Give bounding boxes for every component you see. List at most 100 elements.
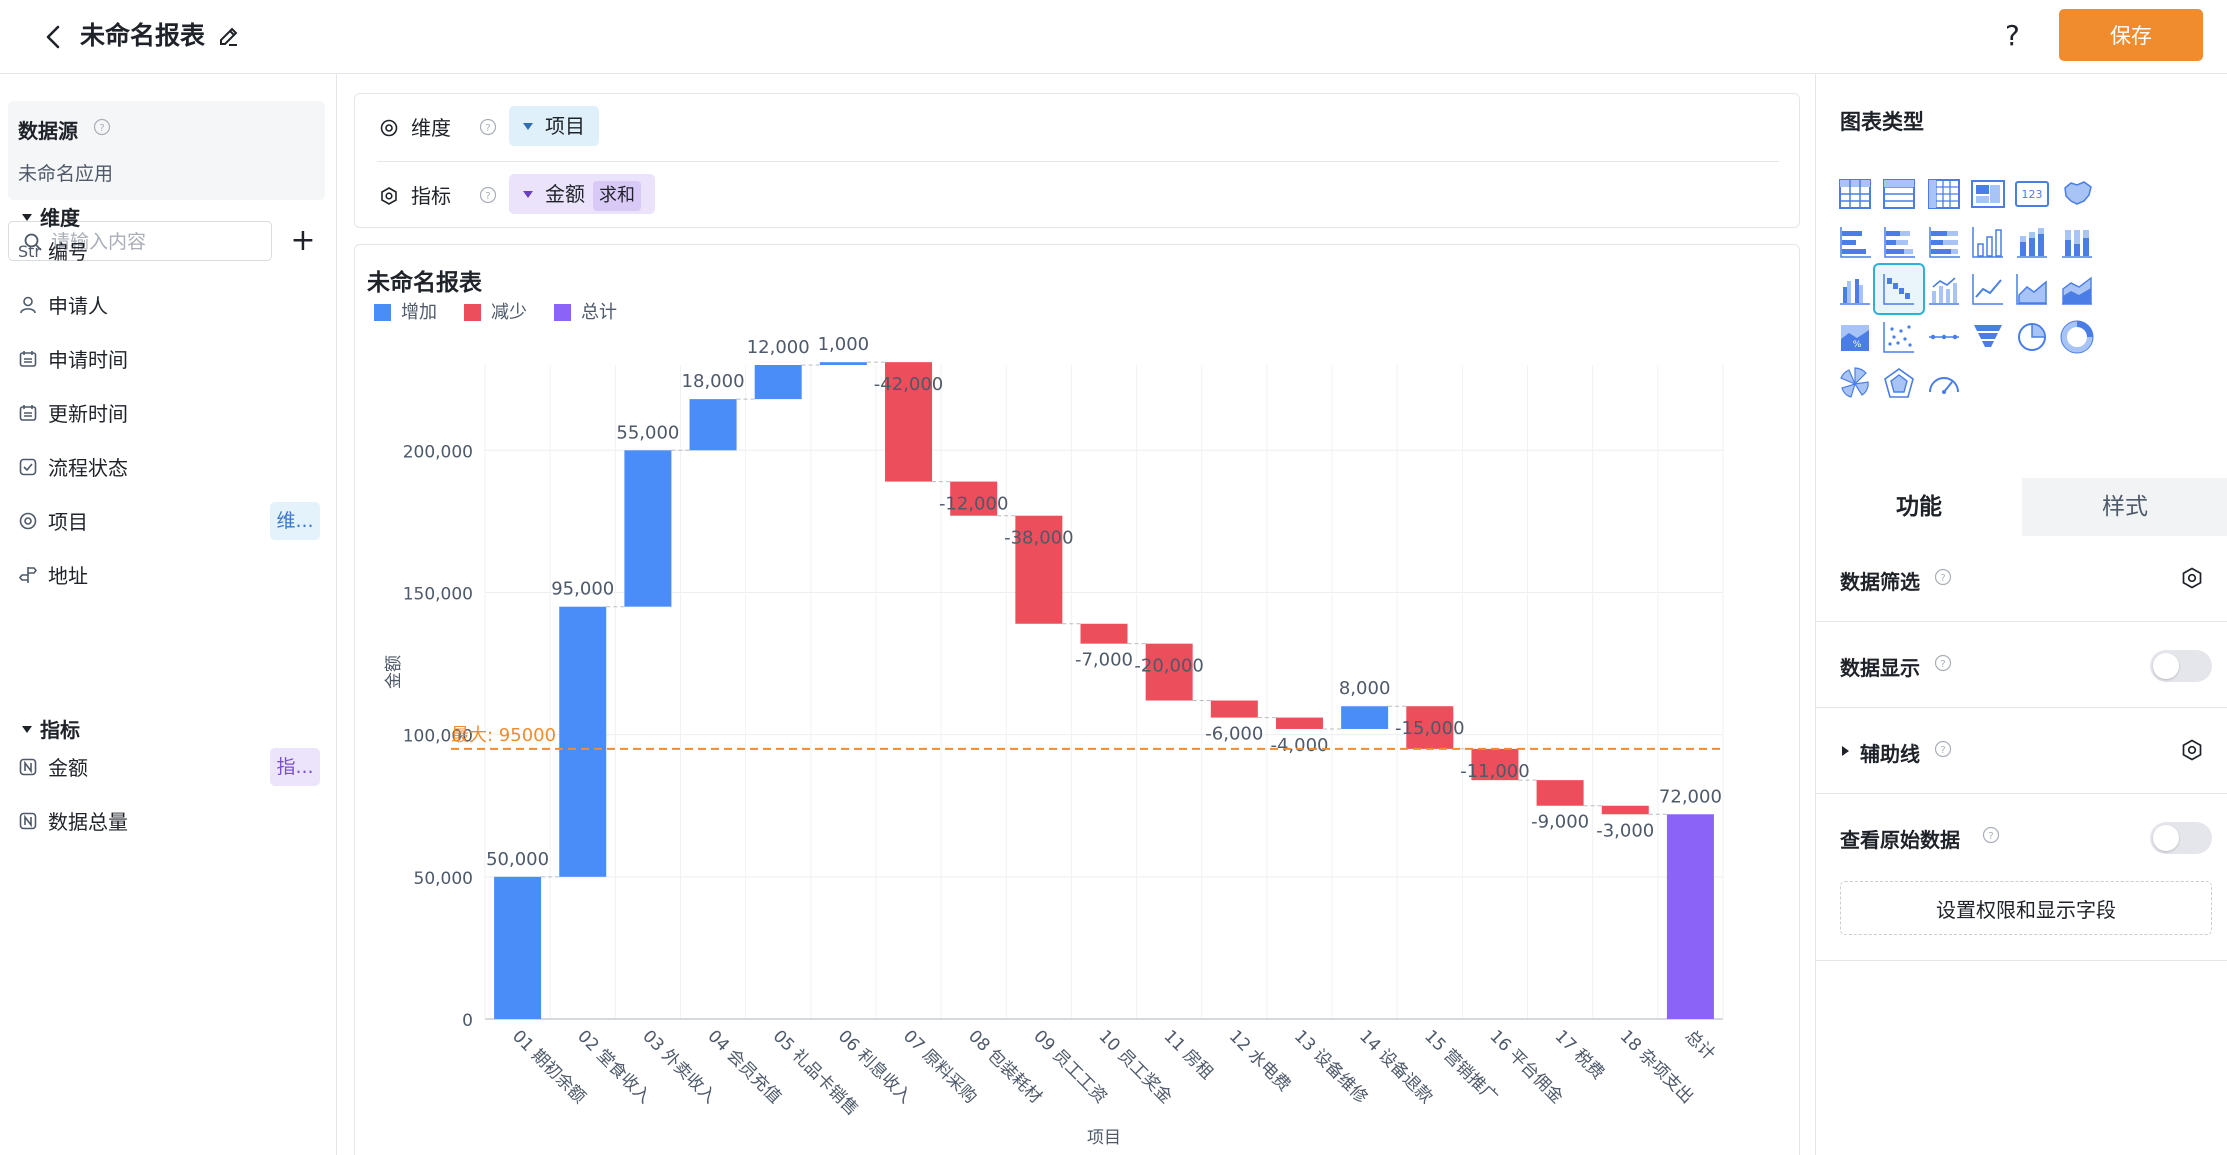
help-circle-icon[interactable]: ? [1934,654,1952,676]
column-chart-icon[interactable] [1962,216,2014,268]
waterfall-chart-icon[interactable] [1873,263,1926,315]
scatter-chart-icon[interactable] [1873,311,1925,363]
percent-bar-icon[interactable] [1918,216,1970,268]
field-item-project[interactable]: 项目 维... [0,502,337,542]
percent-area-icon[interactable]: % [1829,311,1881,363]
help-circle-icon[interactable]: ? [1934,568,1952,590]
metric-pill[interactable]: 金额 求和 [509,174,655,214]
auxiliary-line-row[interactable]: 辅助线 ? [1816,708,2227,794]
dimension-pill[interactable]: 项目 [509,106,599,146]
field-item-amount[interactable]: 金额 指... [0,748,337,788]
caret-right-icon [1842,746,1849,756]
y-tick-label: 100,000 [403,727,473,747]
bar-chart-icon[interactable] [1829,216,1881,268]
data-display-toggle[interactable] [2150,650,2212,682]
data-label: -12,000 [939,494,1008,515]
calendar-icon [18,403,40,425]
back-arrow-icon[interactable] [38,20,68,54]
metric-section-header[interactable]: 指标 [22,714,80,743]
raw-data-toggle[interactable] [2150,822,2212,854]
area-chart-icon[interactable] [2006,263,2058,315]
settings-panel: 图表类型 123% 功能 样式 数据筛选 ? 数据显示 ? 辅助线 ? 查看原始… [1815,74,2227,1155]
gear-icon[interactable] [2180,738,2204,766]
save-button[interactable]: 保存 [2059,9,2203,61]
combo-chart-icon[interactable] [1918,263,1970,315]
kpi-card-icon[interactable] [1962,168,2014,220]
y-tick-label: 200,000 [403,442,473,462]
radar-chart-icon[interactable] [1873,358,1925,410]
field-item-address[interactable]: 地址 [0,556,337,596]
dimension-pill-label: 项目 [545,114,585,138]
max-reference-label: 最大: 95000 [451,725,556,746]
rose-chart-icon[interactable] [1829,358,1881,410]
help-circle-icon[interactable]: ? [1934,740,1952,762]
help-circle-icon[interactable]: ? [479,186,497,208]
donut-chart-icon[interactable] [2051,311,2103,363]
waterfall-bar [819,362,867,365]
edit-pencil-icon[interactable] [215,22,243,50]
data-label: -11,000 [1460,761,1529,782]
field-item-flow-status[interactable]: 流程状态 [0,448,337,488]
permission-fields-button[interactable]: 设置权限和显示字段 [1840,881,2212,935]
metric-section-title: 指标 [40,718,80,742]
auxiliary-line-label: 辅助线 [1860,742,1920,766]
detail-table-icon[interactable] [1873,168,1925,220]
gauge-chart-icon[interactable] [1918,358,1970,410]
string-type-icon: Str [18,242,42,261]
data-label: -7,000 [1075,650,1133,671]
line-chart-icon[interactable] [1962,263,2014,315]
caret-down-icon [22,214,32,221]
y-tick-label: 0 [462,1011,473,1031]
table-chart-icon[interactable] [1829,168,1881,220]
waterfall-bar [494,876,542,1019]
stacked-column-icon[interactable] [2006,216,2058,268]
settings-tabs: 功能 样式 [1816,478,2227,536]
map-chart-icon[interactable] [2051,168,2103,220]
help-icon[interactable]: ? [2005,19,2020,52]
field-item-apply-time[interactable]: 申请时间 [0,340,337,380]
svg-text:123: 123 [2022,188,2043,201]
search-input[interactable] [51,228,266,256]
funnel-chart-icon[interactable] [1962,311,2014,363]
x-tick-label: 总计 [1681,1026,1719,1064]
waterfall-bar [1666,814,1714,1019]
pivot-table-icon[interactable] [1918,168,1970,220]
help-circle-icon[interactable]: ? [93,118,111,140]
caret-down-icon [523,123,533,130]
tab-function[interactable]: 功能 [1816,478,2022,536]
x-tick-label: 17 税费 [1551,1026,1608,1083]
svg-text:?: ? [99,123,104,134]
stacked-area-icon[interactable] [2051,263,2103,315]
field-item-id[interactable]: Str 编号 [0,232,337,272]
stacked-bar-icon[interactable] [1873,216,1925,268]
field-item-update-time[interactable]: 更新时间 [0,394,337,434]
data-filter-row: 数据筛选 ? [1816,536,2227,622]
field-item-applicant[interactable]: 申请人 [0,286,337,326]
waterfall-bar [885,362,933,482]
metric-config-row: 指标 ? 金额 求和 [355,162,1801,228]
waterfall-bar [1471,748,1519,781]
field-item-data-count[interactable]: 数据总量 [0,802,337,842]
data-label: -3,000 [1596,820,1654,841]
aggregation-badge[interactable]: 求和 [593,181,641,211]
add-field-plus-icon[interactable]: + [290,223,316,258]
dimension-target-icon [379,118,399,142]
waterfall-bar [559,606,607,877]
data-display-row: 数据显示 ? [1816,622,2227,708]
toggle-knob [2153,653,2179,679]
gear-icon[interactable] [2180,566,2204,594]
legend-swatch [374,304,391,321]
tab-style[interactable]: 样式 [2102,494,2148,520]
help-circle-icon[interactable]: ? [1982,826,2000,848]
grouped-column-icon[interactable] [1829,263,1881,315]
data-source-card[interactable]: 数据源 ? 未命名应用 [8,101,325,200]
help-circle-icon[interactable]: ? [479,118,497,140]
field-panel: 数据源 ? 未命名应用 + 维度 Str 编号 申请人 申请时间 更 [0,74,337,1155]
pie-chart-icon[interactable] [2006,311,2058,363]
field-label: 申请人 [48,294,108,318]
percent-column-icon[interactable] [2051,216,2103,268]
indicator-card-icon[interactable]: 123 [2006,168,2058,220]
dot-line-icon[interactable] [1918,311,1970,363]
dimension-section-header[interactable]: 维度 [22,202,80,231]
